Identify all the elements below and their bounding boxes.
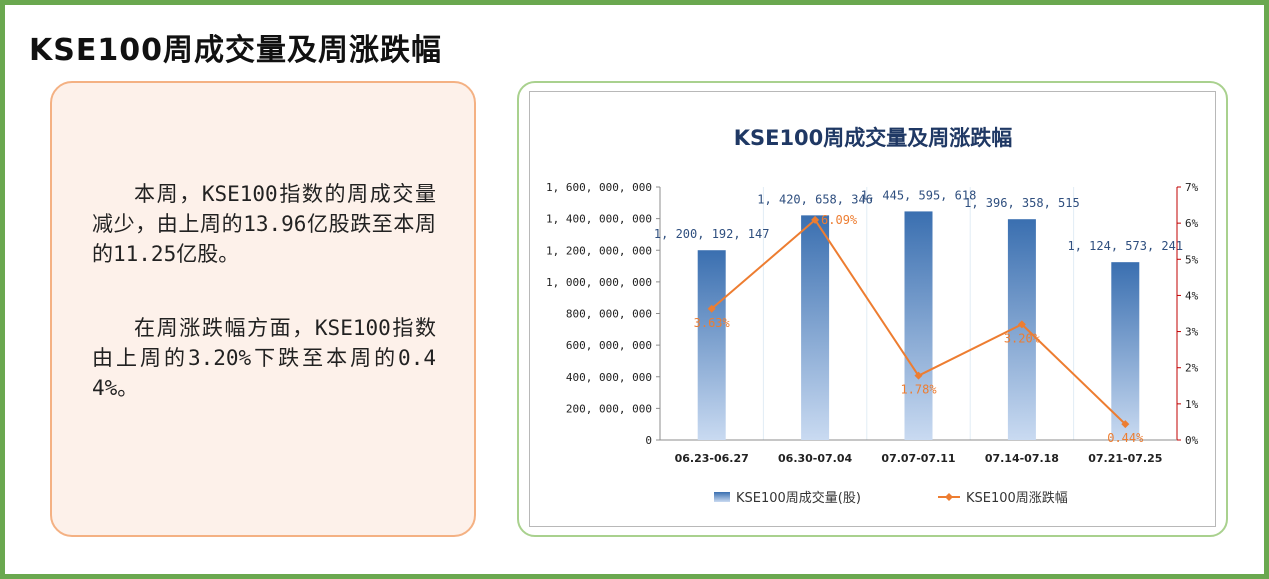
x-tick-label: 07.21-07.25 — [1088, 452, 1162, 465]
volume-bar — [801, 215, 830, 440]
x-tick-label: 06.23-06.27 — [675, 452, 749, 465]
plot-area: 0 200, 000, 000 400, 000, 000 600, 000, 000… — [546, 181, 1199, 465]
left-tick-label: 1, 000, 000, 000 — [546, 276, 652, 289]
x-tick-label: 06.30-07.04 — [778, 452, 852, 465]
summary-paragraph-volume: 本周，KSE100指数的周成交量减少，由上周的13.96亿股跌至本周的11.25… — [92, 182, 436, 266]
left-tick-label: 1, 400, 000, 000 — [546, 213, 652, 226]
volume-bar-label: 1, 420, 658, 346 — [757, 192, 873, 206]
x-tick-label: 07.07-07.11 — [881, 452, 955, 465]
volume-bar-label: 1, 124, 573, 241 — [1068, 239, 1184, 253]
legend: KSE100周成交量(股) KSE100周涨跌幅 — [714, 490, 1068, 506]
legend-line-label: KSE100周涨跌幅 — [966, 490, 1068, 506]
legend-bar-swatch — [714, 492, 730, 502]
change-point-label: 3.63% — [694, 316, 731, 330]
volume-bar — [697, 250, 726, 440]
change-point-label: 6.09% — [821, 213, 858, 227]
change-point — [811, 215, 820, 224]
combo-chart: KSE100周成交量及周涨跌幅 0 200, 000, 000 400, 000, … — [546, 126, 1199, 506]
left-tick-label: 800, 000, 000 — [566, 308, 652, 321]
left-tick-label: 400, 000, 000 — [566, 371, 652, 384]
right-tick-label: 7% — [1185, 181, 1199, 194]
right-tick-label: 4% — [1185, 289, 1199, 302]
right-tick-label: 6% — [1185, 217, 1199, 230]
volume-bar — [1111, 262, 1140, 440]
change-point — [1017, 320, 1026, 329]
left-tick-label: 1, 600, 000, 000 — [546, 181, 652, 194]
page-title: KSE100周成交量及周涨跌幅 — [29, 33, 442, 68]
right-tick-label: 1% — [1185, 398, 1199, 411]
left-tick-label: 200, 000, 000 — [566, 402, 652, 415]
change-point — [914, 371, 923, 380]
right-tick-label: 0% — [1185, 434, 1199, 447]
volume-bar-label: 1, 445, 595, 618 — [861, 188, 977, 202]
right-tick-label: 3% — [1185, 326, 1199, 339]
change-point-label: 3.20% — [1004, 331, 1041, 345]
left-tick-label: 600, 000, 000 — [566, 339, 652, 352]
legend-bar-label: KSE100周成交量(股) — [736, 490, 861, 506]
change-point-label: 0.44% — [1107, 431, 1144, 445]
x-tick-label: 07.14-07.18 — [985, 452, 1059, 465]
change-point — [707, 304, 716, 313]
summary-paragraph-change: 在周涨跌幅方面，KSE100指数由上周的3.20%下跌至本周的0.44%。 — [92, 316, 436, 400]
volume-bar-label: 1, 200, 192, 147 — [654, 227, 770, 241]
chart-panel: KSE100周成交量及周涨跌幅 0 200, 000, 000 400, 000, … — [529, 91, 1216, 527]
change-point-label: 1.78% — [900, 383, 937, 397]
chart-title: KSE100周成交量及周涨跌幅 — [734, 126, 1013, 150]
summary-card: 本周，KSE100指数的周成交量减少，由上周的13.96亿股跌至本周的11.25… — [50, 81, 476, 537]
left-tick-label: 0 — [645, 434, 652, 447]
left-tick-label: 1, 200, 000, 000 — [546, 244, 652, 257]
volume-bar — [904, 211, 933, 440]
volume-bar-label: 1, 396, 358, 515 — [964, 196, 1080, 210]
chart-card: KSE100周成交量及周涨跌幅 0 200, 000, 000 400, 000, … — [517, 81, 1228, 537]
right-tick-label: 2% — [1185, 362, 1199, 375]
right-tick-label: 5% — [1185, 253, 1199, 266]
change-point — [1121, 420, 1130, 429]
legend-line-marker — [945, 493, 953, 501]
